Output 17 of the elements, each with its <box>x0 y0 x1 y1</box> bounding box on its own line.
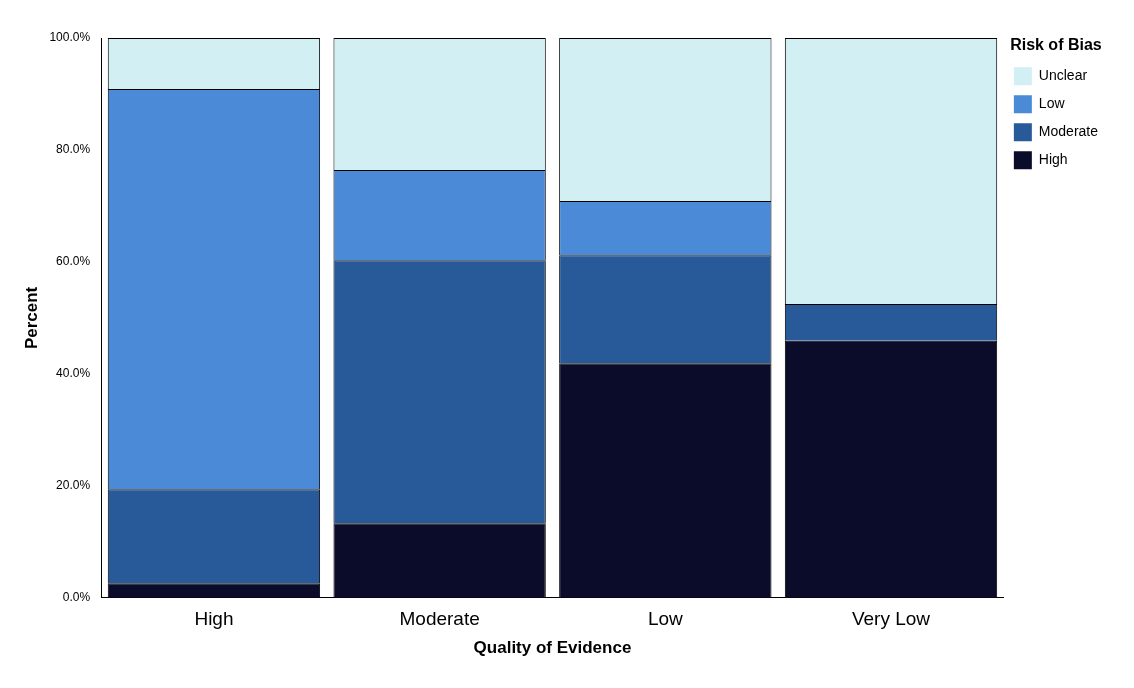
y-tick-label: 20.0% <box>56 478 91 493</box>
legend-label: High <box>1038 151 1068 168</box>
y-tick-label: 100.0% <box>49 30 91 45</box>
x-axis-title: Quality of Evidence <box>473 638 632 658</box>
legend-title: Risk of Bias <box>1010 36 1102 54</box>
legend-label: Moderate <box>1038 123 1099 140</box>
legend-label: Unclear <box>1038 67 1088 84</box>
y-tick-label: 60.0% <box>56 254 91 269</box>
y-tick-label: 0.0% <box>62 590 91 605</box>
x-tick-label: Moderate <box>399 608 480 630</box>
x-tick-label: High <box>194 608 234 630</box>
legend-label: Low <box>1038 95 1066 112</box>
y-tick-label: 80.0% <box>56 142 91 157</box>
y-axis-title: Percent <box>21 286 41 350</box>
x-tick-label: Low <box>647 608 684 630</box>
x-tick-label: Very Low <box>851 608 931 630</box>
y-tick-label: 40.0% <box>56 366 91 381</box>
